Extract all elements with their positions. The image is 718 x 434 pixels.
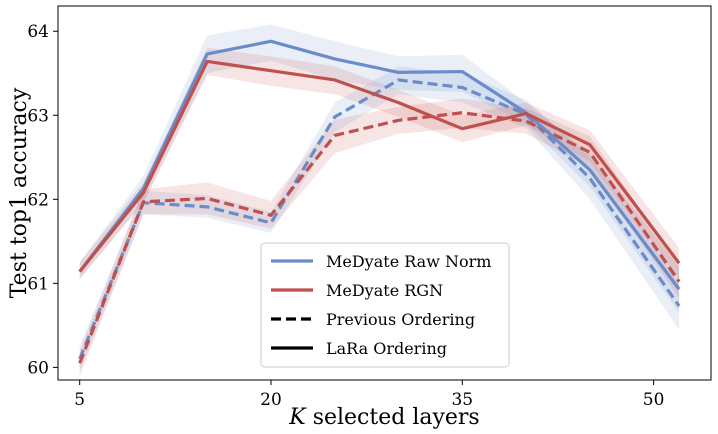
series-lines xyxy=(78,39,681,364)
legend-label-2: Previous Ordering xyxy=(326,310,475,329)
x-axis-label-variable: K xyxy=(288,405,307,430)
x-tick-label: 20 xyxy=(260,390,282,410)
y-tick-label: 63 xyxy=(27,106,49,126)
y-tick-label: 61 xyxy=(27,274,49,294)
x-tick-label: 5 xyxy=(74,390,85,410)
legend-label-1: MeDyate RGN xyxy=(326,281,443,300)
confidence-bands xyxy=(79,24,680,376)
y-tick-label: 60 xyxy=(27,358,49,378)
legend-label-3: LaRa Ordering xyxy=(326,339,447,358)
legend-label-0: MeDyate Raw Norm xyxy=(326,252,491,271)
axis-ticks: 5 20 35 50 60 61 62 63 64 xyxy=(27,22,664,410)
y-tick-label: 62 xyxy=(27,190,49,210)
plot-frame xyxy=(57,5,712,381)
series-line-0 xyxy=(78,39,681,291)
x-tick-label: 50 xyxy=(643,390,665,410)
series-line-3 xyxy=(78,111,681,364)
y-axis-label: Test top1 accuracy xyxy=(7,87,32,298)
x-axis-label-text: selected layers xyxy=(306,405,480,430)
band-0 xyxy=(79,24,680,313)
y-tick-label: 64 xyxy=(27,22,49,42)
band-1 xyxy=(79,48,680,280)
legend: MeDyate Raw Norm MeDyate RGN Previous Orde… xyxy=(260,242,510,368)
series-line-1 xyxy=(78,59,681,273)
series-line-2 xyxy=(78,78,681,360)
x-tick-label: 35 xyxy=(451,390,473,410)
x-axis-label: K selected layers xyxy=(288,405,479,430)
legend-box xyxy=(260,242,510,368)
